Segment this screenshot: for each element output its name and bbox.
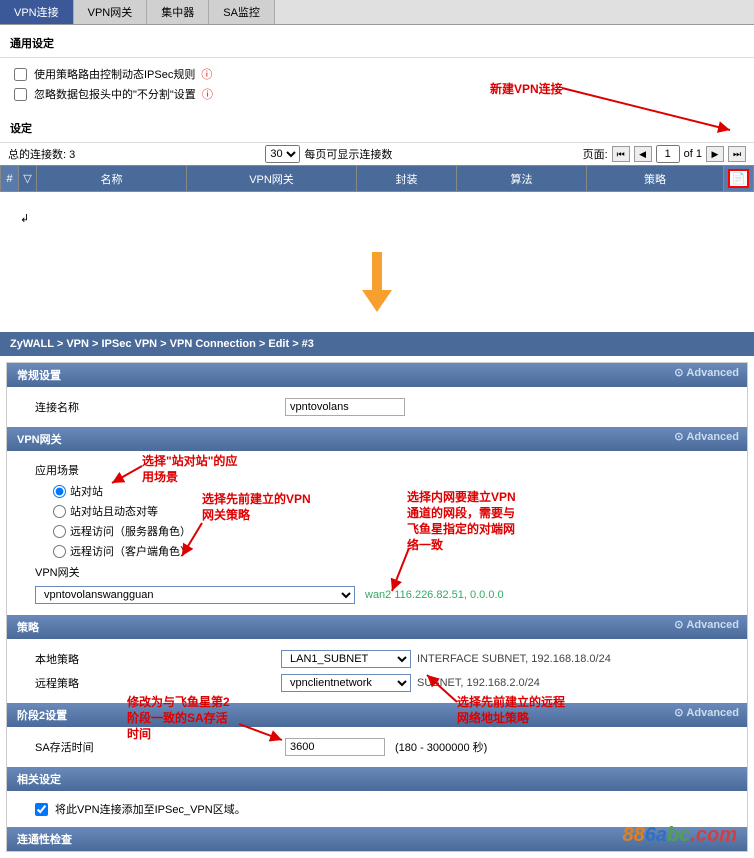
prev-page-button[interactable]: ◀ — [634, 146, 652, 162]
radio-site-to-site-label: 站对站 — [70, 483, 103, 499]
info-icon: ⓘ — [201, 66, 212, 82]
local-policy-info: INTERFACE SUBNET, 192.168.18.0/24 — [417, 653, 611, 665]
info-icon: ⓘ — [202, 86, 213, 102]
col-gateway[interactable]: VPN网关 — [187, 166, 357, 192]
col-encap[interactable]: 封装 — [357, 166, 457, 192]
page-number-input[interactable] — [656, 145, 680, 163]
radio-dynamic-peer[interactable] — [53, 505, 66, 518]
local-policy-select[interactable]: LAN1_SUBNET — [281, 650, 411, 668]
page-size-select[interactable]: 30 — [265, 145, 300, 163]
conn-name-label: 连接名称 — [35, 399, 115, 415]
of-label: of 1 — [684, 148, 702, 160]
col-algo[interactable]: 算法 — [457, 166, 587, 192]
sa-lifetime-range: (180 - 3000000 秒) — [395, 739, 487, 755]
down-arrow-graphic — [362, 252, 392, 312]
checkbox-add-zone[interactable] — [35, 803, 48, 816]
page-label: 页面: — [583, 146, 608, 162]
tab-concentrator[interactable]: 集中器 — [147, 0, 209, 24]
gateway-select[interactable]: vpntovolanswangguan — [35, 586, 355, 604]
tab-vpn-gateway[interactable]: VPN网关 — [74, 0, 148, 24]
empty-row: ↲ — [0, 192, 754, 232]
tab-sa-monitor[interactable]: SA监控 — [209, 0, 275, 24]
advanced-link[interactable]: Advanced — [674, 618, 739, 631]
radio-remote-server[interactable] — [53, 525, 66, 538]
checkbox-ignore-df[interactable] — [14, 88, 27, 101]
conn-name-input[interactable] — [285, 398, 405, 416]
sa-lifetime-input[interactable] — [285, 738, 385, 756]
checkbox-policy-route[interactable] — [14, 68, 27, 81]
col-num[interactable]: # — [1, 166, 19, 192]
remote-policy-label: 远程策略 — [35, 675, 115, 691]
checkbox-ignore-df-label: 忽略数据包报头中的"不分割"设置 — [34, 86, 196, 102]
col-policy[interactable]: 策略 — [587, 166, 724, 192]
remote-policy-info: SUBNET, 192.168.2.0/24 — [417, 677, 540, 689]
total-connections-label: 总的连接数: 3 — [8, 146, 75, 162]
col-name[interactable]: 名称 — [37, 166, 187, 192]
gateway-field-label: VPN网关 — [35, 564, 115, 580]
advanced-link[interactable]: Advanced — [674, 366, 739, 379]
section-gateway: VPN网关 Advanced — [7, 427, 747, 451]
gateway-info: wan2 116.226.82.51, 0.0.0.0 — [365, 589, 504, 601]
section-policy: 策略 Advanced — [7, 615, 747, 639]
radio-remote-client-label: 远程访问（客户端角色） — [70, 543, 191, 559]
tab-vpn-connection[interactable]: VPN连接 — [0, 0, 74, 24]
nav-tabs: VPN连接 VPN网关 集中器 SA监控 — [0, 0, 754, 25]
general-settings-header: 通用设定 — [0, 29, 754, 58]
radio-remote-server-label: 远程访问（服务器角色） — [70, 523, 191, 539]
connections-table: # ▽ 名称 VPN网关 封装 算法 策略 📄 — [0, 165, 754, 192]
section-general: 常规设置 Advanced — [7, 363, 747, 387]
radio-dynamic-peer-label: 站对站且动态对等 — [70, 503, 158, 519]
remote-policy-select[interactable]: vpnclientnetwork — [281, 674, 411, 692]
col-add: 📄 — [724, 166, 754, 192]
first-page-button[interactable]: ⏮ — [612, 146, 630, 162]
last-page-button[interactable]: ⏭ — [728, 146, 746, 162]
settings-header: 设定 — [0, 114, 754, 143]
scenario-label: 应用场景 — [35, 462, 115, 478]
checkbox-policy-route-label: 使用策略路由控制动态IPSec规则 — [34, 66, 195, 82]
add-connection-button[interactable]: 📄 — [728, 169, 750, 188]
local-policy-label: 本地策略 — [35, 651, 115, 667]
watermark: 886abc.com — [622, 824, 737, 847]
advanced-link[interactable]: Advanced — [674, 706, 739, 719]
col-status[interactable]: ▽ — [19, 166, 37, 192]
sa-lifetime-label: SA存活时间 — [35, 739, 115, 755]
checkbox-add-zone-label: 将此VPN连接添加至IPSec_VPN区域。 — [55, 801, 246, 817]
per-page-label: 每页可显示连接数 — [304, 146, 392, 162]
radio-site-to-site[interactable] — [53, 485, 66, 498]
breadcrumb: ZyWALL > VPN > IPSec VPN > VPN Connectio… — [0, 332, 754, 356]
radio-remote-client[interactable] — [53, 545, 66, 558]
next-page-button[interactable]: ▶ — [706, 146, 724, 162]
section-phase2: 阶段2设置 Advanced — [7, 703, 747, 727]
advanced-link[interactable]: Advanced — [674, 430, 739, 443]
section-related: 相关设定 — [7, 767, 747, 791]
